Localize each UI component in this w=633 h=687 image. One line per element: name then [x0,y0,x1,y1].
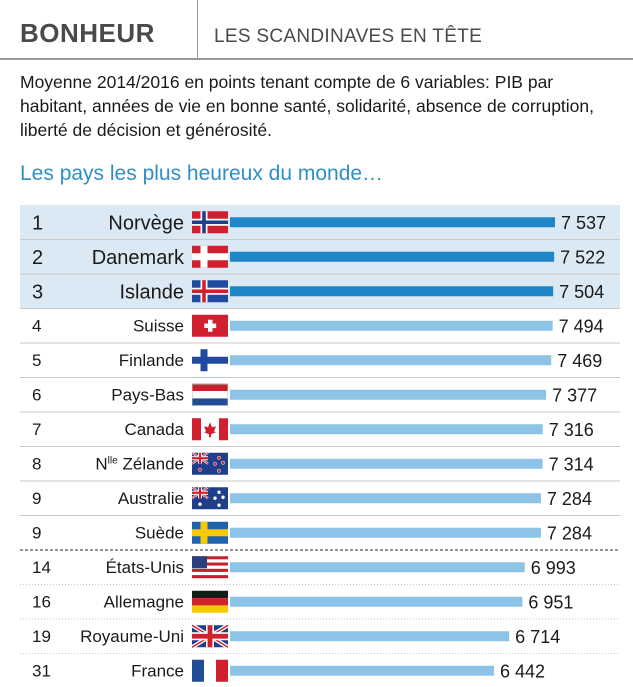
bar [230,217,555,228]
kicker-title: BONHEUR [20,18,155,48]
headline: LES SCANDINAVES EN TÊTE [214,26,483,47]
rank-label: 19 [32,627,51,646]
value-label: 7 469 [557,351,602,371]
rank-label: 5 [32,351,41,370]
intro-text: Moyenne 2014/2016 en points tenant compt… [20,72,595,140]
canada-flag [192,418,228,441]
iceland-flag [192,280,228,303]
country-label: Danemark [92,247,185,269]
bar [230,355,552,366]
value-label: 7 504 [559,282,604,302]
rank-label: 7 [32,420,41,439]
chart-subtitle: Les pays les plus heureux du monde… [20,162,384,185]
value-label: 7 314 [549,454,594,474]
value-label: 7 377 [552,385,597,405]
value-label: 7 316 [549,420,594,440]
bar [230,424,543,435]
netherlands-flag [192,383,228,406]
rank-label: 2 [32,247,43,269]
rank-label: 1 [32,212,43,234]
bar [230,665,495,676]
switzerland-flag [192,314,228,337]
country-label: Suède [135,524,184,543]
finland-flag [192,349,228,372]
germany-flag [192,590,228,613]
bar [230,286,554,297]
rank-label: 14 [32,558,51,577]
value-label: 7 494 [559,316,604,336]
bar [230,562,525,573]
rank-label: 9 [32,524,41,543]
bar [230,389,547,400]
value-label: 6 714 [515,627,560,647]
country-label: Canada [124,420,184,439]
header-divider [197,0,198,58]
bar [230,251,555,262]
country-label: Allemagne [104,593,184,612]
france-flag [192,659,228,682]
rank-label: 31 [32,662,51,681]
bar [230,527,541,538]
value-label: 7 537 [561,213,606,233]
denmark-flag [192,245,228,268]
rank-label: 3 [32,281,43,303]
bar [230,320,553,331]
country-label: Norvège [108,212,184,234]
value-label: 7 284 [547,489,592,509]
rank-label: 4 [32,317,41,336]
country-label: Royaume-Uni [80,627,184,646]
value-label: 6 993 [531,558,576,578]
country-label: Islande [120,281,185,303]
bar [230,458,543,469]
country-label: France [131,662,184,681]
country-label: Suisse [133,317,184,336]
rank-label: 8 [32,455,41,474]
value-label: 6 442 [500,661,545,681]
uk-flag [190,623,230,649]
norway-flag [192,211,228,234]
value-label: 7 284 [547,523,592,543]
rank-label: 16 [32,593,51,612]
country-label: Pays-Bas [111,386,184,405]
australia-flag [191,486,228,510]
sweden-flag [192,521,228,544]
rank-label: 9 [32,489,41,508]
value-label: 7 522 [560,247,605,267]
value-label: 6 951 [528,592,573,612]
usa-flag [192,556,228,579]
bar [230,493,541,504]
header-bar: BONHEUR LES SCANDINAVES EN TÊTE [0,0,633,60]
country-label: Finlande [119,351,184,370]
rank-label: 6 [32,386,41,405]
bar [230,631,510,642]
country-label: États-Unis [106,558,184,577]
country-label: Nlle Zélande [95,455,184,474]
new-zealand-flag [191,451,228,475]
bar [230,596,523,607]
country-label: Australie [118,489,184,508]
